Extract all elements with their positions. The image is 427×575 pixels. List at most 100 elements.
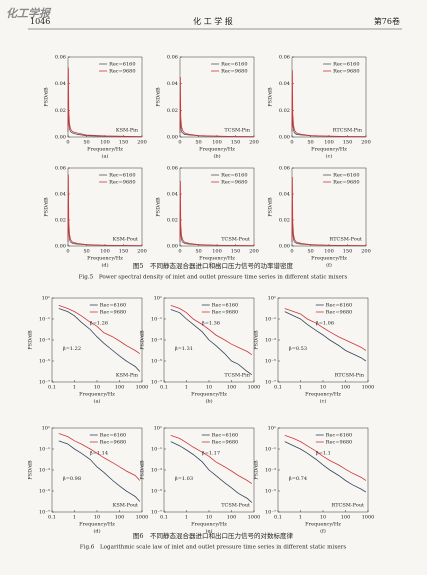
y-tick-label: 0.00 — [55, 135, 66, 141]
y-axis-title: PSD/dB — [140, 330, 146, 350]
legend-label: Rec=9680 — [333, 69, 359, 75]
sub-label: (d) — [101, 262, 108, 269]
y-tick-label: 0.04 — [167, 192, 178, 198]
y-tick-label: 10⁻⁷ — [151, 380, 162, 386]
y-tick-label: 10⁻⁷ — [39, 380, 50, 386]
legend-label: Rec=6160 — [109, 62, 135, 68]
x-tick-label: 150 — [119, 140, 129, 146]
y-tick-label: 0.00 — [55, 244, 66, 250]
slope-annotation: β=1.31 — [175, 346, 193, 352]
x-tick-label: 100 — [100, 140, 110, 146]
x-tick-label: 1000 — [362, 385, 375, 391]
legend-label: Rec=9680 — [109, 180, 135, 186]
panel-label: TCSM-Pout — [221, 237, 250, 243]
x-tick-label: 0 — [178, 140, 181, 146]
legend-label: Rec=6160 — [100, 303, 126, 309]
y-tick-label: 0.06 — [279, 166, 290, 172]
y-tick-label: 10⁻¹ — [265, 447, 276, 453]
slope-annotation: β=1.17 — [202, 451, 220, 457]
slope-annotation: β=1.26 — [90, 321, 108, 327]
x-tick-label: 10 — [320, 515, 326, 521]
y-axis-title: PSD/dB — [44, 87, 50, 107]
y-axis-title: PSD/dB — [156, 87, 162, 107]
y-tick-label: 10⁻³ — [39, 338, 50, 344]
y-tick-label: 10⁻¹ — [39, 317, 50, 323]
y-tick-label: 10¹ — [42, 296, 50, 302]
slope-annotation: β=1.22 — [63, 346, 81, 352]
x-tick-label: 200 — [249, 140, 259, 146]
caption: 图6 不同静态混合器进口和出口压力信号的对数标度律 — [133, 531, 294, 540]
series-line — [179, 180, 255, 247]
legend-label: Rec=9680 — [326, 440, 352, 446]
x-tick-label: 100 — [115, 515, 125, 521]
y-axis-title: PSD/dB — [44, 197, 50, 217]
slope-annotation: β=1.03 — [175, 476, 193, 482]
x-tick-label: 50 — [83, 140, 89, 146]
x-tick-label: 100 — [324, 249, 334, 255]
y-tick-label: 10⁻³ — [39, 468, 50, 474]
x-axis-title: Frequency/Hz — [305, 522, 341, 528]
y-tick-label: 10⁻⁷ — [39, 510, 50, 516]
caption: Fig.6 Logarithmic scale law of inlet and… — [80, 545, 347, 551]
x-tick-label: 150 — [343, 140, 353, 146]
legend-label: Rec=9680 — [326, 310, 352, 316]
x-tick-label: 100 — [341, 515, 351, 521]
x-axis-title: Frequency/Hz — [311, 147, 347, 153]
y-tick-label: 0.04 — [279, 192, 290, 198]
panel-label: KSM-Pout — [113, 237, 138, 243]
x-tick-label: 150 — [231, 140, 241, 146]
legend-label: Rec=6160 — [212, 433, 238, 439]
x-tick-label: 0.1 — [274, 385, 282, 391]
y-tick-label: 0.02 — [55, 218, 66, 224]
legend-label: Rec=9680 — [221, 69, 247, 75]
y-tick-label: 0.00 — [279, 244, 290, 250]
x-tick-label: 100 — [227, 515, 237, 521]
x-tick-label: 0.1 — [160, 385, 168, 391]
slope-annotation: β=1.14 — [90, 451, 108, 457]
x-tick-label: 1 — [73, 515, 76, 521]
x-tick-label: 0 — [178, 249, 181, 255]
y-axis-title: PSD/dB — [28, 460, 34, 480]
legend-label: Rec=9680 — [212, 440, 238, 446]
journal-name: 化 工 学 报 — [193, 16, 233, 26]
x-tick-label: 0 — [66, 249, 69, 255]
y-tick-label: 10⁻⁵ — [151, 489, 162, 495]
y-tick-label: 0.02 — [279, 218, 290, 224]
series-line — [284, 308, 367, 351]
slope-annotation: β=1.06 — [316, 321, 334, 327]
x-tick-label: 200 — [361, 140, 371, 146]
x-tick-label: 0.1 — [48, 515, 56, 521]
plot-frame — [277, 427, 369, 513]
legend-label: Rec=6160 — [326, 303, 352, 309]
panel-label: KSM-Pin — [116, 373, 139, 379]
x-tick-label: 10 — [94, 385, 100, 391]
sub-label: (b) — [213, 153, 220, 160]
y-tick-label: 10⁻¹ — [151, 317, 162, 323]
panel-label: RTCSM-Pout — [332, 503, 364, 509]
x-tick-label: 1000 — [362, 515, 375, 521]
y-tick-label: 0.00 — [279, 135, 290, 141]
x-tick-label: 50 — [307, 140, 313, 146]
legend-label: Rec=9680 — [221, 180, 247, 186]
y-tick-label: 10⁻³ — [265, 468, 276, 474]
x-tick-label: 10 — [94, 515, 100, 521]
y-tick-label: 10⁻⁷ — [265, 510, 276, 516]
legend-label: Rec=9680 — [100, 440, 126, 446]
y-tick-label: 10⁻⁵ — [265, 359, 276, 365]
x-tick-label: 1 — [299, 515, 302, 521]
y-axis-title: PSD/dB — [140, 460, 146, 480]
panel-label: TCSM-Pin — [224, 373, 250, 379]
x-tick-label: 10 — [206, 515, 212, 521]
x-tick-label: 100 — [212, 140, 222, 146]
y-tick-label: 10¹ — [154, 426, 162, 432]
y-axis-title: PSD/dB — [28, 330, 34, 350]
x-tick-label: 0.1 — [160, 515, 168, 521]
y-tick-label: 0.06 — [167, 166, 178, 172]
x-axis-title: Frequency/Hz — [191, 392, 227, 398]
y-tick-label: 10⁻⁵ — [265, 489, 276, 495]
x-tick-label: 50 — [307, 249, 313, 255]
y-tick-label: 10¹ — [268, 426, 276, 432]
series-line — [179, 76, 255, 137]
x-tick-label: 1 — [299, 385, 302, 391]
x-tick-label: 50 — [83, 249, 89, 255]
